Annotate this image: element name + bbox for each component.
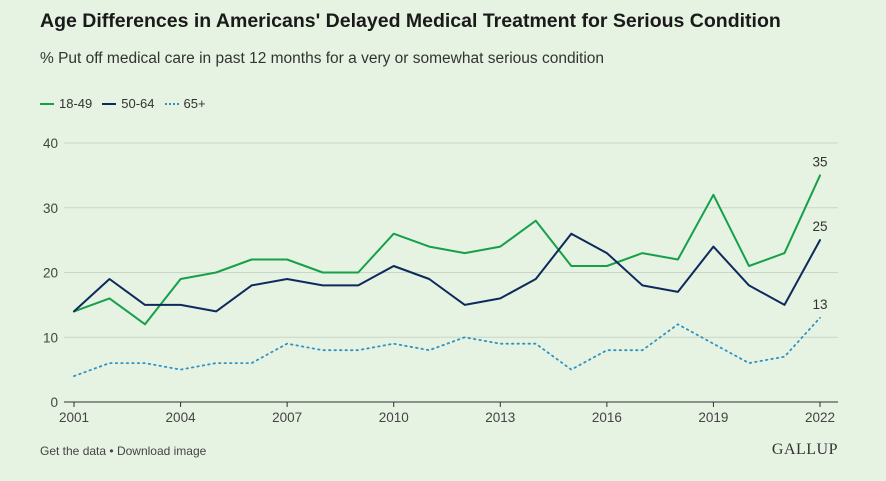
y-tick-label: 40 — [43, 136, 58, 151]
legend-swatch-18-49 — [40, 102, 54, 105]
legend-swatch-50-64 — [102, 102, 117, 105]
y-tick-label: 30 — [43, 201, 58, 216]
x-tick-label: 2004 — [166, 410, 197, 425]
series-line-18-49 — [73, 174, 821, 326]
end-value-label: 35 — [812, 154, 827, 169]
series-line-50-64 — [73, 232, 821, 313]
get-data-link[interactable]: Get the data — [40, 444, 107, 458]
legend: 18-49 50-64 65+ — [40, 96, 206, 111]
end-value-label: 25 — [812, 219, 827, 234]
y-tick-label: 20 — [43, 266, 58, 281]
gallup-logo: GALLUP — [771, 441, 838, 458]
legend-swatch-65-plus — [164, 102, 179, 105]
series-line-65-plus — [73, 316, 821, 378]
x-tick-label: 2013 — [485, 410, 515, 425]
legend-label-18-49: 18-49 — [59, 96, 93, 111]
footer-links: Get the data • Download image — [40, 444, 206, 458]
chart-subtitle: % Put off medical care in past 12 months… — [40, 50, 605, 67]
x-tick-label: 2001 — [59, 410, 89, 425]
y-tick-label: 0 — [50, 395, 58, 410]
legend-item-18-49: 18-49 — [40, 96, 92, 111]
legend-label-65-plus: 65+ — [183, 96, 206, 111]
legend-item-65-plus: 65+ — [164, 96, 206, 111]
chart-title: Age Differences in Americans' Delayed Me… — [40, 10, 781, 32]
x-tick-label: 2022 — [805, 410, 835, 425]
legend-item-50-64: 50-64 — [102, 96, 155, 111]
y-tick-label: 10 — [43, 330, 58, 345]
footer-separator: • — [109, 444, 114, 458]
x-tick-label: 2016 — [592, 410, 622, 425]
end-value-label: 13 — [812, 297, 827, 312]
x-tick-label: 2007 — [272, 410, 302, 425]
download-image-link[interactable]: Download image — [116, 444, 207, 458]
legend-label-50-64: 50-64 — [121, 96, 155, 111]
x-tick-label: 2019 — [698, 410, 728, 425]
x-tick-label: 2010 — [379, 410, 409, 425]
